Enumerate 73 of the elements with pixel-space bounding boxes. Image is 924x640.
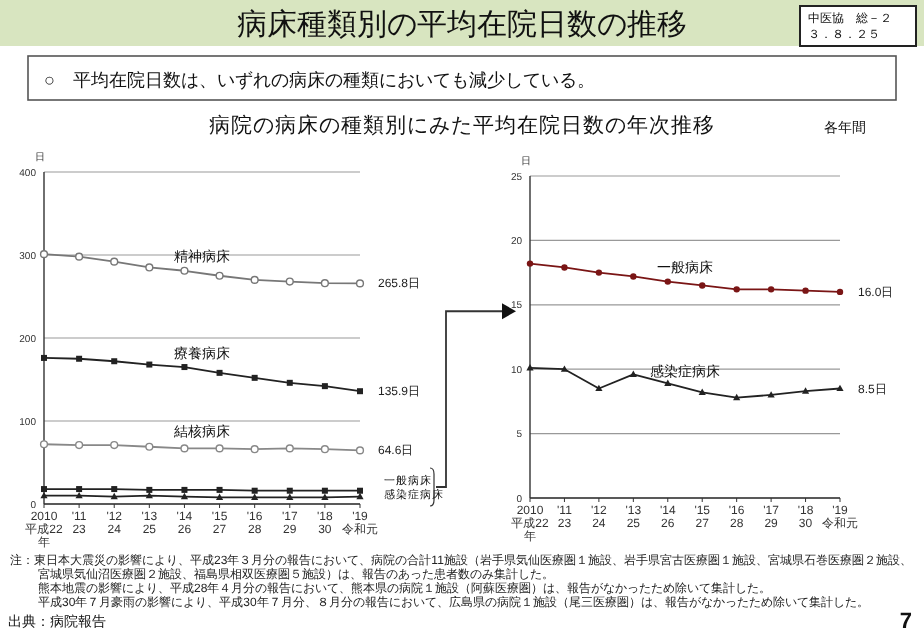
point: [145, 263, 154, 272]
point: [251, 487, 258, 494]
point: [251, 493, 259, 500]
text: 病床種類別の平均在院日数の推移: [237, 8, 687, 42]
point: [215, 444, 224, 453]
point: [664, 278, 671, 285]
point: [216, 369, 223, 376]
point: [321, 493, 329, 500]
point: [110, 492, 118, 500]
point: [76, 486, 83, 493]
point: [320, 279, 329, 288]
text: 病院の病床の種類別にみた平均在院日数の年次推移: [209, 112, 715, 138]
point: [41, 354, 47, 361]
point: [250, 275, 259, 284]
point: [355, 279, 365, 288]
point: [75, 440, 84, 450]
point: [41, 486, 47, 493]
point: [595, 269, 603, 276]
point: [767, 391, 775, 398]
point: [145, 442, 154, 451]
point: [286, 487, 293, 494]
point: [215, 493, 224, 500]
point: [356, 492, 364, 500]
point: [801, 387, 810, 394]
point: [111, 358, 118, 365]
point: [355, 446, 365, 455]
point: [630, 273, 637, 280]
point: [802, 287, 809, 294]
text: ○ 平均在院日数は、いずれの病床の種類においても減少している。: [44, 70, 595, 90]
point: [146, 486, 153, 493]
point: [357, 388, 363, 395]
point: [110, 257, 119, 266]
point: [836, 288, 844, 296]
point: [111, 486, 118, 493]
point: [321, 383, 328, 390]
point: [180, 444, 189, 453]
point: [629, 370, 637, 377]
point: [560, 365, 569, 372]
point: [595, 384, 603, 392]
point: [767, 286, 775, 293]
point: [251, 374, 258, 381]
point: [286, 493, 294, 500]
text: 7: [899, 610, 912, 634]
point: [146, 361, 153, 368]
point: [561, 264, 568, 271]
point: [250, 445, 259, 454]
point: [180, 492, 189, 500]
point: [321, 487, 328, 494]
point: [181, 486, 188, 493]
point: [216, 486, 223, 493]
point: [699, 282, 706, 289]
point: [526, 260, 534, 267]
point: [285, 444, 294, 453]
point: [698, 388, 706, 395]
point: [733, 286, 740, 293]
point: [357, 487, 363, 494]
point: [181, 364, 188, 371]
point: [145, 491, 153, 499]
point: [39, 440, 49, 449]
point: [286, 379, 293, 386]
point: [320, 445, 329, 454]
point: [215, 271, 224, 280]
point: [664, 379, 672, 386]
point: [76, 355, 83, 362]
point: [75, 252, 84, 261]
point: [110, 440, 119, 450]
point: [285, 277, 294, 286]
point: [733, 393, 741, 401]
point: [39, 250, 49, 259]
point: [180, 266, 189, 275]
point: [836, 384, 844, 392]
point: [526, 364, 534, 371]
line-series: [526, 364, 844, 401]
